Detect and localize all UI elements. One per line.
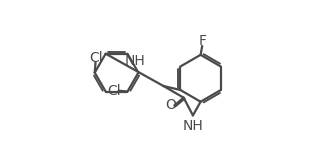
Text: O: O <box>165 98 176 112</box>
Text: NH: NH <box>183 119 203 133</box>
Text: Cl: Cl <box>107 84 120 98</box>
Text: NH: NH <box>125 54 146 68</box>
Text: Cl: Cl <box>89 51 103 65</box>
Text: F: F <box>199 34 207 48</box>
